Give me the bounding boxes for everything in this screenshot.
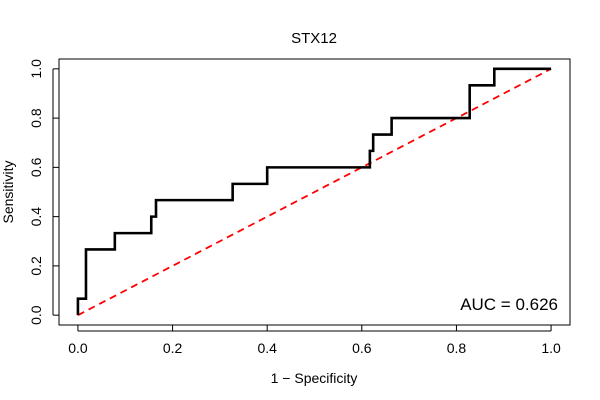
x-axis: 0.0 0.2 0.4 0.6 0.8 1.0 <box>68 325 561 356</box>
y-tick-label: 0.2 <box>28 256 44 276</box>
reference-diagonal-line <box>77 68 552 316</box>
x-tick-label: 0.4 <box>257 340 277 356</box>
chart-title: STX12 <box>291 30 337 47</box>
y-tick-label: 0.6 <box>28 157 44 177</box>
x-axis-label: 1 − Specificity <box>271 370 358 386</box>
y-tick-label: 0.4 <box>28 207 44 227</box>
roc-curve <box>76 67 552 316</box>
x-tick-label: 0.0 <box>68 340 88 356</box>
y-tick-label: 0.0 <box>28 305 44 325</box>
y-tick-label: 0.8 <box>28 108 44 128</box>
y-tick-label: 1.0 <box>28 59 44 79</box>
plot-frame <box>58 58 571 326</box>
auc-annotation: AUC = 0.626 <box>460 295 558 314</box>
series-layer <box>76 67 552 316</box>
x-tick-label: 0.2 <box>163 340 183 356</box>
x-tick-label: 1.0 <box>541 340 561 356</box>
x-tick-label: 0.8 <box>447 340 467 356</box>
x-tick-label: 0.6 <box>352 340 372 356</box>
y-axis-label: Sensitivity <box>0 160 16 223</box>
y-axis: 0.0 0.2 0.4 0.6 0.8 1.0 <box>28 59 59 325</box>
